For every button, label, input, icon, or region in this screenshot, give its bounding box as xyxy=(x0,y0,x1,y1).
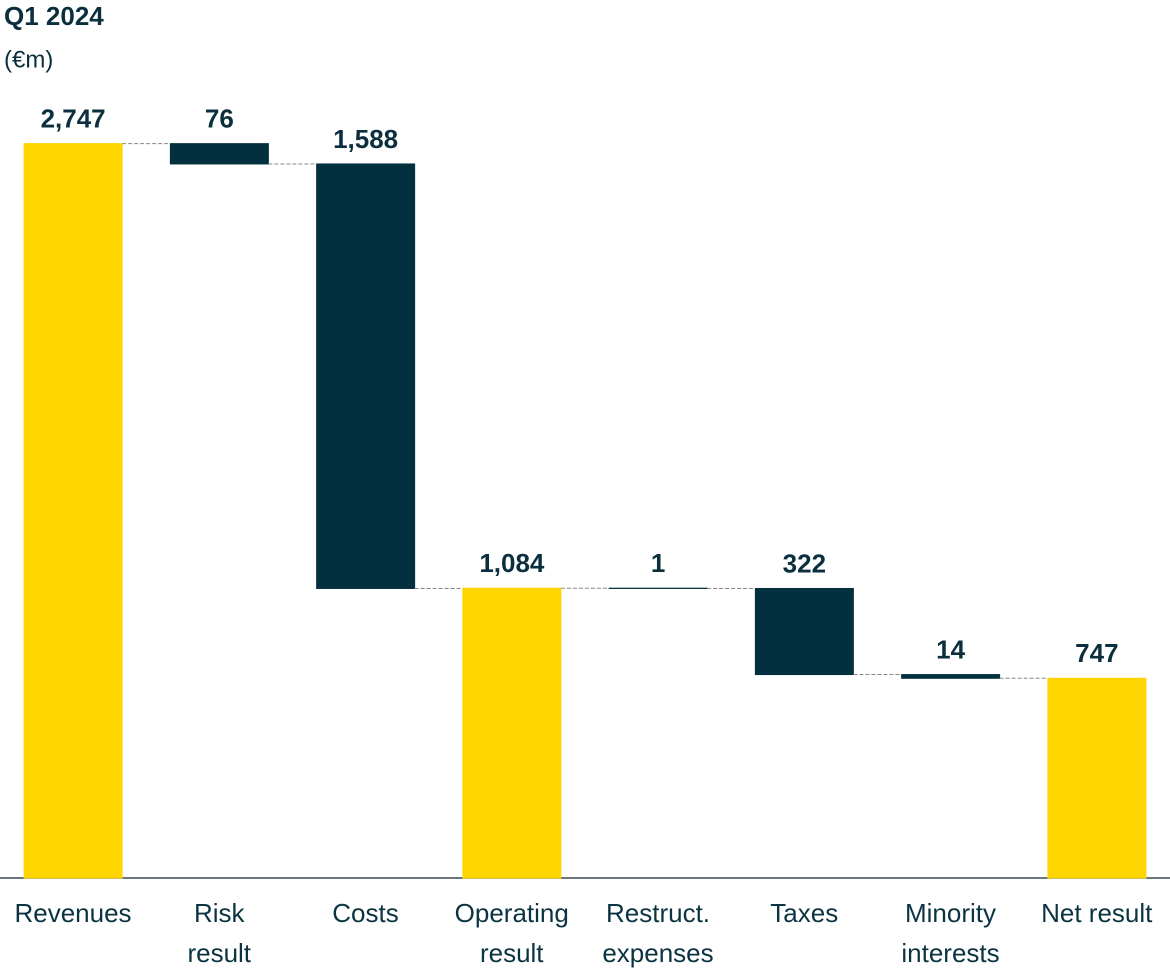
x-tick-label: Operating result xyxy=(454,898,569,968)
data-label: 1 xyxy=(651,548,665,578)
bar xyxy=(1047,677,1147,879)
data-label: 747 xyxy=(1075,638,1118,668)
data-label: 1,588 xyxy=(333,124,398,154)
x-tick-label: Net result xyxy=(1041,898,1153,928)
bar xyxy=(754,587,854,676)
x-tick-label: Revenues xyxy=(14,898,132,928)
bar xyxy=(169,143,269,165)
x-tick-label: Taxes xyxy=(770,898,839,928)
bar xyxy=(316,163,416,589)
chart-title: Q1 2024 xyxy=(4,1,104,31)
data-label: 14 xyxy=(936,634,965,664)
x-tick-label: Minority interests xyxy=(901,898,1000,968)
x-tick-label: Restruct. expenses xyxy=(602,898,714,968)
data-label: 1,084 xyxy=(479,548,545,578)
x-tick-label: Risk result xyxy=(187,898,252,968)
bar xyxy=(462,587,562,879)
bar xyxy=(901,674,1001,679)
data-label: 322 xyxy=(783,548,826,578)
bar xyxy=(23,143,123,879)
data-label: 76 xyxy=(205,104,234,134)
chart-subtitle: (€m) xyxy=(4,46,53,73)
x-tick-label: Costs xyxy=(332,898,399,928)
data-label: 2,747 xyxy=(41,104,106,134)
